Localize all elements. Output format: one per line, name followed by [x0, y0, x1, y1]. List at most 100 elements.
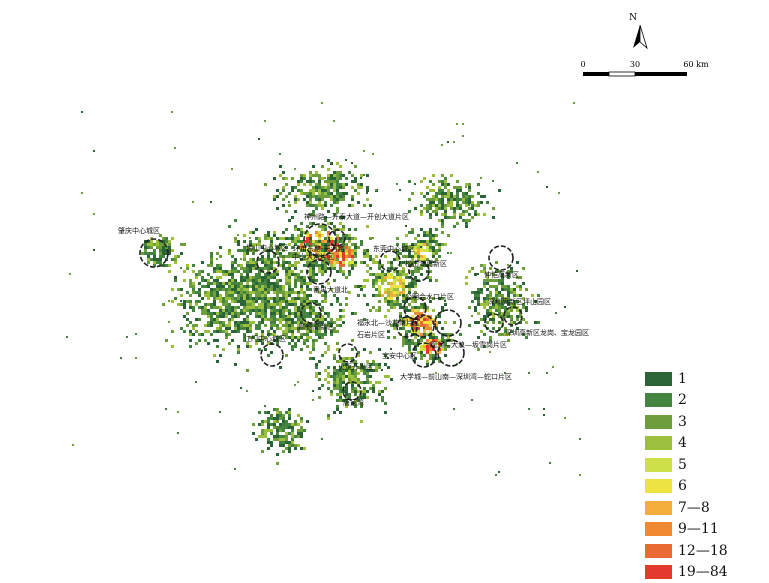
density-cell	[366, 264, 369, 267]
density-cell	[273, 318, 276, 321]
density-cell	[432, 234, 435, 237]
density-cell	[441, 174, 444, 177]
density-cell	[222, 273, 225, 276]
density-cell	[264, 285, 267, 288]
density-cell	[276, 195, 279, 198]
density-cell	[429, 207, 432, 210]
legend-item: 7—8	[645, 497, 755, 519]
density-cell	[252, 297, 255, 300]
density-cell	[426, 351, 429, 354]
density-cell	[264, 312, 267, 315]
density-cell	[246, 276, 249, 279]
density-cell	[291, 321, 294, 324]
density-cell	[366, 249, 369, 252]
density-cell	[285, 306, 288, 309]
density-cell	[411, 228, 414, 231]
density-cell	[291, 327, 294, 330]
density-cell	[579, 474, 581, 476]
density-cell	[501, 285, 504, 288]
density-cell	[381, 279, 384, 282]
density-cell	[366, 270, 369, 273]
density-cell	[444, 204, 447, 207]
density-cell	[315, 300, 318, 303]
density-cell	[336, 405, 339, 408]
density-cell	[264, 261, 267, 264]
density-cell	[324, 180, 327, 183]
legend-item: 9—11	[645, 519, 755, 541]
density-cell	[354, 189, 357, 192]
density-cell	[243, 234, 246, 237]
density-cell	[321, 264, 324, 267]
density-cell	[285, 267, 288, 270]
density-cell	[507, 291, 510, 294]
legend-item: 19—84	[645, 562, 755, 583]
density-cell	[258, 288, 261, 291]
density-cell	[264, 279, 267, 282]
density-cell	[300, 300, 303, 303]
density-cell	[270, 312, 273, 315]
density-cell	[357, 201, 360, 204]
density-cell	[486, 321, 489, 324]
density-cell	[219, 288, 222, 291]
density-cell	[516, 294, 519, 297]
density-cell	[351, 252, 354, 255]
density-cell	[279, 414, 282, 417]
density-cell	[312, 240, 315, 243]
density-cell	[342, 195, 345, 198]
density-cell	[426, 363, 429, 366]
density-cell	[243, 306, 246, 309]
density-cell	[288, 204, 291, 207]
density-cell	[282, 324, 285, 327]
density-cell	[183, 270, 186, 273]
density-cell	[201, 312, 204, 315]
density-cell	[147, 258, 150, 261]
density-cell	[315, 240, 318, 243]
density-cell	[288, 243, 291, 246]
density-cell	[318, 189, 321, 192]
density-cell	[333, 180, 336, 183]
density-cell	[330, 264, 333, 267]
density-cell	[150, 252, 153, 255]
density-cell	[414, 309, 417, 312]
density-cell	[468, 201, 471, 204]
density-cell	[243, 291, 246, 294]
density-cell	[288, 423, 291, 426]
density-cell	[207, 279, 210, 282]
density-cell	[408, 330, 411, 333]
density-cell	[267, 288, 270, 291]
density-cell	[438, 192, 441, 195]
density-cell	[423, 231, 426, 234]
density-cell	[237, 327, 240, 330]
density-cell	[420, 243, 423, 246]
density-cell	[288, 315, 291, 318]
density-cell	[315, 375, 318, 378]
density-cell	[180, 327, 183, 330]
density-cell	[225, 315, 228, 318]
density-cell	[315, 186, 318, 189]
density-cell	[285, 183, 288, 186]
density-cell	[282, 288, 285, 291]
density-cell	[297, 228, 300, 231]
density-cell	[150, 258, 153, 261]
density-cell	[402, 279, 405, 282]
density-cell	[222, 348, 225, 351]
density-cell	[456, 198, 459, 201]
density-cell	[294, 240, 297, 243]
density-cell	[159, 243, 162, 246]
density-cell	[384, 291, 387, 294]
density-cell	[387, 309, 390, 312]
density-cell	[240, 288, 243, 291]
density-cell	[351, 180, 354, 183]
density-cell	[498, 282, 501, 285]
density-cell	[252, 306, 255, 309]
density-cell	[264, 405, 266, 407]
density-cell	[231, 300, 234, 303]
density-cell	[327, 222, 330, 225]
density-cell	[216, 291, 219, 294]
density-cell	[321, 225, 324, 228]
density-cell	[438, 189, 441, 192]
density-cell	[324, 237, 327, 240]
density-cell	[324, 369, 327, 372]
density-cell	[150, 246, 153, 249]
density-cell	[420, 240, 423, 243]
